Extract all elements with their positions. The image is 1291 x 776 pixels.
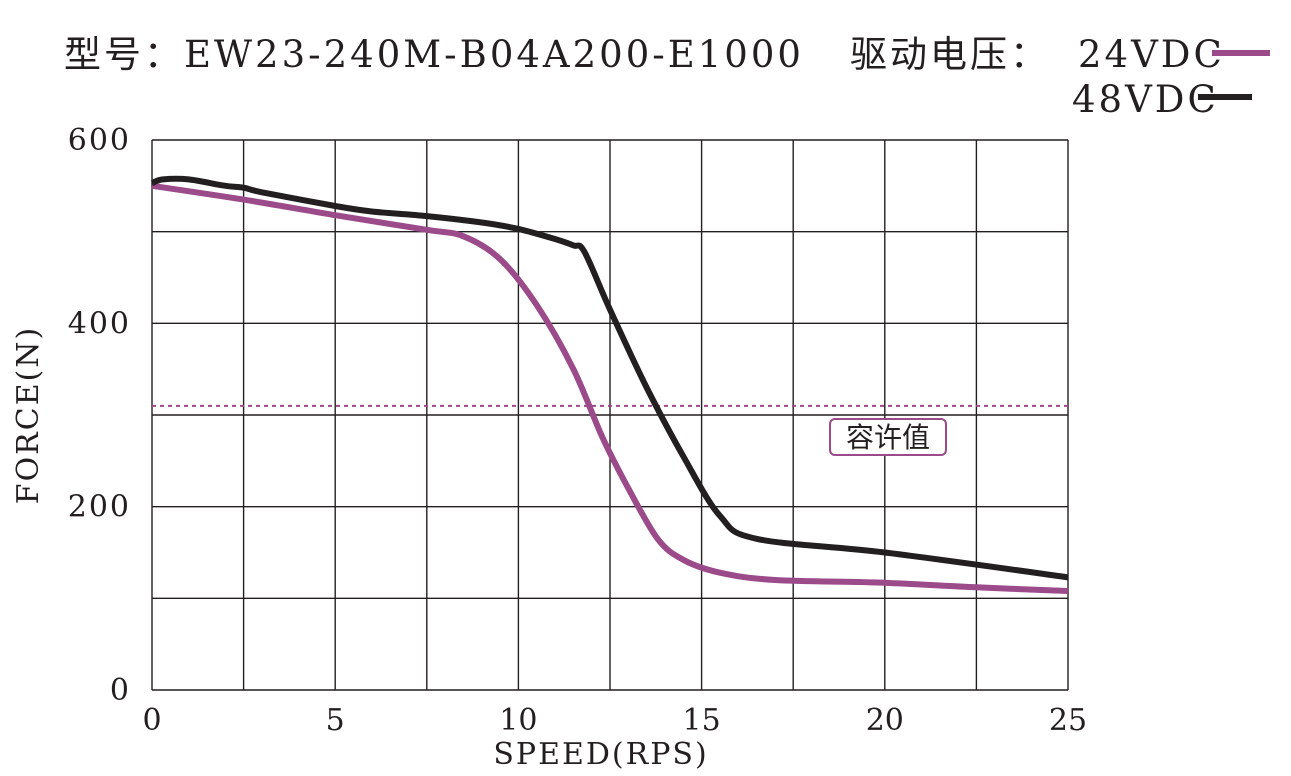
x-tick-label-15: 15 (683, 703, 721, 738)
reference-line-group: 容许值 (152, 404, 1068, 456)
x-tick-label-5: 5 (326, 703, 345, 738)
reference-label: 容许值 (846, 421, 930, 454)
y-tick-label-0: 0 (110, 673, 131, 708)
legend-label-24vdc: 24VDC (1078, 33, 1225, 76)
series-line-48vdc (150, 175, 1069, 581)
chart-title: 型号：EW23-240M-B04A200-E1000 (64, 33, 804, 76)
y-tick-label-400: 400 (68, 306, 131, 341)
chart-grid (151, 139, 1069, 691)
tick-labels-group: 0 5 10 15 20 25 0 200 400 600 (68, 123, 1087, 738)
y-tick-label-200: 200 (68, 490, 131, 525)
legend-label-48vdc: 48VDC (1072, 78, 1219, 121)
y-axis-label: FORCE(N) (11, 326, 46, 505)
y-tick-label-600: 600 (68, 123, 131, 158)
reference-label-box (829, 418, 947, 456)
series-group (150, 175, 1069, 594)
x-tick-label-10: 10 (499, 703, 537, 738)
x-tick-label-0: 0 (142, 703, 161, 738)
drive-voltage-label: 驱动电压： (850, 33, 1050, 76)
x-tick-label-25: 25 (1049, 703, 1087, 738)
x-axis-label: SPEED(RPS) (493, 737, 708, 772)
x-tick-label-20: 20 (866, 703, 904, 738)
series-line-24vdc (151, 182, 1069, 594)
